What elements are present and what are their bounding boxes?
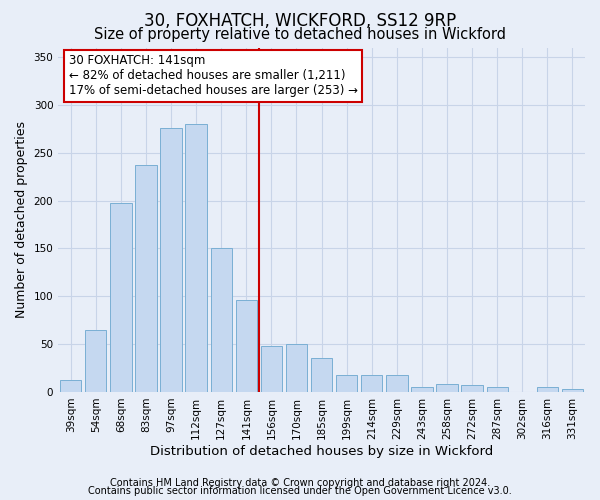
Text: Size of property relative to detached houses in Wickford: Size of property relative to detached ho… (94, 28, 506, 42)
Bar (537, 387, 558, 392)
Bar (160, 128, 182, 392)
Bar (261, 346, 282, 392)
Bar (110, 202, 131, 392)
Bar (286, 344, 307, 392)
Bar (487, 387, 508, 392)
Text: 30, FOXHATCH, WICKFORD, SS12 9RP: 30, FOXHATCH, WICKFORD, SS12 9RP (144, 12, 456, 30)
Bar (185, 124, 207, 392)
Bar (336, 374, 358, 392)
Bar (85, 330, 106, 392)
Bar (136, 165, 157, 392)
Bar (461, 386, 483, 392)
Y-axis label: Number of detached properties: Number of detached properties (15, 121, 28, 318)
Bar (361, 374, 382, 392)
Text: 30 FOXHATCH: 141sqm
← 82% of detached houses are smaller (1,211)
17% of semi-det: 30 FOXHATCH: 141sqm ← 82% of detached ho… (69, 54, 358, 98)
Text: Contains public sector information licensed under the Open Government Licence v3: Contains public sector information licen… (88, 486, 512, 496)
Bar (436, 384, 458, 392)
Bar (411, 387, 433, 392)
Bar (386, 374, 407, 392)
Bar (562, 389, 583, 392)
Bar (211, 248, 232, 392)
Bar (60, 380, 82, 392)
X-axis label: Distribution of detached houses by size in Wickford: Distribution of detached houses by size … (150, 444, 493, 458)
Bar (311, 358, 332, 392)
Bar (236, 300, 257, 392)
Text: Contains HM Land Registry data © Crown copyright and database right 2024.: Contains HM Land Registry data © Crown c… (110, 478, 490, 488)
